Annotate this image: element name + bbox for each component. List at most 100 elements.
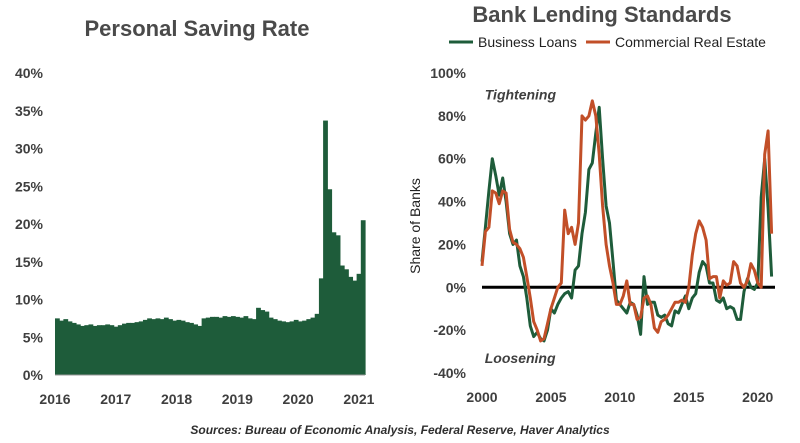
lending-standards-y-tick-label: 60% bbox=[438, 151, 467, 167]
saving-rate-bar bbox=[352, 280, 358, 375]
saving-rate-bar bbox=[88, 324, 94, 375]
source-note: Sources: Bureau of Economic Analysis, Fe… bbox=[190, 423, 610, 437]
saving-rate-x-ticks: 2016 2017 2018 2019 2020 2021 bbox=[39, 391, 374, 407]
saving-rate-bar bbox=[331, 232, 337, 375]
saving-rate-bar bbox=[151, 319, 157, 375]
saving-rate-title: Personal Saving Rate bbox=[85, 16, 310, 41]
saving-rate-bar bbox=[226, 316, 232, 375]
lending-standards-y-tick-label: 20% bbox=[438, 236, 467, 252]
saving-rate-bar bbox=[163, 317, 169, 375]
saving-rate-bar bbox=[260, 310, 266, 375]
lending-standards-x-tick-label: 2010 bbox=[604, 389, 635, 405]
saving-rate-bar bbox=[138, 321, 144, 375]
saving-rate-y-tick-label: 5% bbox=[23, 329, 44, 345]
saving-rate-bar bbox=[297, 321, 303, 375]
saving-rate-bar bbox=[63, 319, 69, 375]
lending-standards-x-tick-label: 2020 bbox=[742, 389, 773, 405]
saving-rate-bar bbox=[222, 316, 228, 375]
saving-rate-bar bbox=[71, 322, 77, 375]
saving-rate-bar bbox=[168, 319, 173, 375]
saving-rate-y-tick-label: 0% bbox=[23, 367, 44, 383]
lending-standards-y-tick-label: 0% bbox=[446, 279, 467, 295]
saving-rate-bar bbox=[344, 269, 349, 375]
saving-rate-bar bbox=[80, 325, 85, 375]
saving-rate-bar bbox=[293, 319, 299, 375]
saving-rate-bar bbox=[214, 316, 219, 375]
saving-rate-bar bbox=[264, 311, 270, 375]
saving-rate-bar bbox=[302, 320, 307, 375]
lending-standards-title: Bank Lending Standards bbox=[472, 2, 731, 27]
saving-rate-bar bbox=[189, 322, 194, 375]
business-loans-line bbox=[480, 105, 774, 343]
saving-rate-chart: Personal Saving Rate 0% 5% 10% 15% 20% 25% 30%… bbox=[15, 16, 375, 407]
saving-rate-bar bbox=[277, 320, 282, 375]
saving-rate-bar bbox=[101, 325, 106, 375]
saving-rate-bar bbox=[193, 324, 199, 375]
saving-rate-bars bbox=[55, 120, 366, 375]
saving-rate-bar bbox=[122, 323, 127, 375]
saving-rate-y-tick-label: 15% bbox=[15, 254, 44, 270]
saving-rate-bar bbox=[251, 319, 257, 375]
saving-rate-bar bbox=[210, 316, 215, 375]
saving-rate-bar bbox=[180, 320, 186, 375]
saving-rate-bar bbox=[360, 220, 366, 375]
lending-standards-x-tick-label: 2000 bbox=[466, 389, 497, 405]
saving-rate-bar bbox=[147, 318, 152, 375]
lending-standards-x-tick-label: 2005 bbox=[535, 389, 566, 405]
saving-rate-bar bbox=[96, 325, 102, 375]
saving-rate-bar bbox=[339, 265, 345, 375]
saving-rate-bar bbox=[235, 316, 240, 375]
saving-rate-y-tick-label: 40% bbox=[15, 65, 44, 81]
lending-standards-y-tick-label: 100% bbox=[430, 65, 466, 81]
saving-rate-bar bbox=[155, 318, 161, 375]
saving-rate-bar bbox=[130, 322, 136, 375]
legend-business-loans-label: Business Loans bbox=[478, 34, 577, 50]
saving-rate-bar bbox=[323, 120, 328, 375]
saving-rate-bar bbox=[310, 317, 316, 375]
saving-rate-bar bbox=[285, 322, 291, 375]
saving-rate-x-tick-label: 2021 bbox=[343, 391, 374, 407]
saving-rate-x-tick-label: 2020 bbox=[283, 391, 314, 407]
lending-standards-y-tick-label: -40% bbox=[433, 365, 466, 381]
saving-rate-x-tick-label: 2019 bbox=[222, 391, 253, 407]
lending-standards-x-ticks: 2000 2005 2010 2015 2020 bbox=[466, 389, 773, 405]
saving-rate-bar bbox=[55, 318, 60, 375]
lending-standards-y-tick-label: -20% bbox=[433, 322, 466, 338]
saving-rate-bar bbox=[184, 322, 190, 375]
lending-standards-chart: Bank Lending Standards Business Loans Co… bbox=[407, 2, 775, 405]
legend-cre-label: Commercial Real Estate bbox=[615, 34, 766, 50]
saving-rate-y-tick-label: 20% bbox=[15, 216, 44, 232]
saving-rate-bar bbox=[117, 325, 123, 375]
lending-standards-y-tick-label: 80% bbox=[438, 108, 467, 124]
saving-rate-bar bbox=[239, 317, 245, 375]
saving-rate-bar bbox=[247, 318, 253, 375]
saving-rate-bar bbox=[84, 325, 90, 375]
saving-rate-bar bbox=[306, 319, 312, 375]
saving-rate-bar bbox=[75, 324, 81, 375]
saving-rate-bar bbox=[172, 320, 178, 375]
saving-rate-bar bbox=[243, 316, 249, 375]
saving-rate-bar bbox=[197, 325, 203, 375]
saving-rate-x-tick-label: 2018 bbox=[161, 391, 192, 407]
lending-standards-y-ticks: 100% 80% 60% 40% 20% 0% -20% -40% bbox=[430, 65, 466, 381]
saving-rate-bar bbox=[92, 325, 98, 375]
saving-rate-bar bbox=[281, 321, 287, 375]
saving-rate-bar bbox=[59, 320, 64, 375]
lending-standards-y-axis-label: Share of Banks bbox=[407, 178, 423, 274]
saving-rate-bar bbox=[105, 324, 111, 375]
saving-rate-bar bbox=[335, 235, 341, 375]
saving-rate-bar bbox=[348, 276, 354, 375]
saving-rate-bar bbox=[159, 319, 165, 375]
saving-rate-bar bbox=[314, 313, 320, 375]
lending-standards-y-tick-label: 40% bbox=[438, 194, 467, 210]
saving-rate-bar bbox=[113, 326, 119, 375]
saving-rate-y-tick-label: 35% bbox=[15, 103, 44, 119]
saving-rate-bar bbox=[205, 317, 211, 375]
lending-standards-lines bbox=[480, 99, 774, 343]
legend: Business Loans Commercial Real Estate bbox=[449, 34, 766, 50]
saving-rate-x-tick-label: 2017 bbox=[100, 391, 131, 407]
tightening-annotation: Tightening bbox=[485, 86, 557, 102]
saving-rate-bar bbox=[109, 325, 115, 375]
saving-rate-y-tick-label: 30% bbox=[15, 141, 44, 157]
